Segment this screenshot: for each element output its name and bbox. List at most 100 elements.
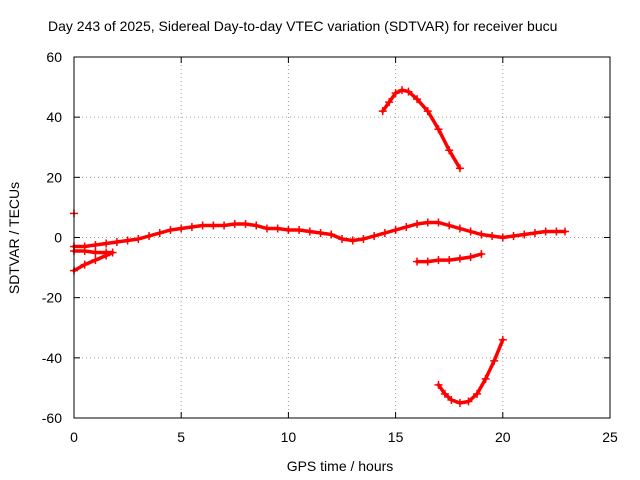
data-point <box>80 247 89 256</box>
data-point <box>91 256 100 265</box>
data-point <box>177 224 186 233</box>
data-point <box>398 86 407 95</box>
data-point <box>209 221 218 230</box>
data-point <box>520 230 529 239</box>
data-point <box>423 218 432 227</box>
data-point <box>464 397 473 406</box>
data-point <box>552 227 561 236</box>
data-point <box>305 227 314 236</box>
y-tick-label: -60 <box>42 410 62 426</box>
data-point <box>338 235 346 244</box>
data-point <box>273 224 282 233</box>
data-point <box>91 248 100 257</box>
y-tick-label: 60 <box>46 49 62 65</box>
data-point <box>187 222 196 231</box>
series-layer <box>70 86 569 407</box>
data-point <box>481 374 490 383</box>
data-point <box>262 224 271 233</box>
data-point <box>455 164 464 173</box>
data-point <box>327 230 336 239</box>
series-0 <box>70 218 569 251</box>
data-point <box>404 87 413 96</box>
data-point <box>490 356 499 365</box>
data-point <box>413 95 422 104</box>
data-point <box>498 335 507 344</box>
data-point <box>123 236 132 245</box>
data-point <box>380 228 389 237</box>
data-point <box>488 231 497 240</box>
data-point <box>466 253 475 262</box>
data-point <box>509 231 518 240</box>
data-point <box>445 256 454 265</box>
data-point <box>447 395 456 404</box>
data-point <box>155 228 164 237</box>
data-point <box>455 224 464 233</box>
tick-layer: 0 5 10 15 20 25 -60 -40 -20 0 20 40 60 <box>42 49 618 445</box>
data-point <box>466 227 475 236</box>
x-tick-label: 20 <box>495 429 511 445</box>
data-point <box>385 98 394 107</box>
data-point <box>477 230 486 239</box>
series-line <box>380 88 462 171</box>
data-point <box>134 235 143 244</box>
data-point <box>498 233 507 242</box>
data-point <box>445 221 454 230</box>
data-point <box>102 239 111 248</box>
data-point <box>455 254 464 263</box>
series-1 <box>70 247 117 275</box>
x-tick-label: 10 <box>281 429 297 445</box>
x-axis-label: GPS time / hours <box>287 458 394 474</box>
data-point <box>423 257 432 266</box>
data-point <box>295 225 304 234</box>
y-tick-label: 40 <box>46 109 62 125</box>
x-tick-label: 25 <box>602 429 618 445</box>
x-tick-label: 15 <box>388 429 404 445</box>
data-point <box>434 218 443 227</box>
data-point <box>166 225 175 234</box>
data-point <box>102 248 111 257</box>
y-tick-label: 0 <box>54 230 62 246</box>
data-point <box>198 221 207 230</box>
data-point <box>91 241 100 250</box>
data-point <box>434 125 443 134</box>
data-point <box>145 231 154 240</box>
data-point <box>252 221 261 230</box>
data-point <box>477 250 486 259</box>
data-point <box>440 389 449 398</box>
data-point <box>359 235 368 244</box>
data-point <box>378 107 387 116</box>
data-point <box>423 107 432 116</box>
data-point <box>241 219 250 228</box>
data-point <box>230 219 239 228</box>
series-3 <box>378 86 464 173</box>
data-point <box>80 260 89 269</box>
data-point <box>284 225 293 234</box>
data-point <box>473 389 482 398</box>
data-point <box>530 228 539 237</box>
series-5 <box>434 335 507 407</box>
data-point <box>413 257 422 266</box>
chart-title: Day 243 of 2025, Sidereal Day-to-day VTE… <box>48 18 557 34</box>
data-point <box>434 380 443 389</box>
y-axis-label: SDTVAR / TECUs <box>6 182 22 294</box>
x-tick-label: 0 <box>70 429 78 445</box>
series-4 <box>413 250 486 266</box>
y-tick-label: -20 <box>42 290 62 306</box>
data-point <box>391 225 400 234</box>
y-tick-label: -40 <box>42 350 62 366</box>
data-point <box>541 227 550 236</box>
data-point <box>112 238 121 247</box>
data-point <box>455 398 464 407</box>
data-point <box>560 227 569 236</box>
data-point <box>413 219 422 228</box>
data-point <box>434 256 443 265</box>
data-point <box>348 236 357 245</box>
data-point <box>402 222 411 231</box>
data-point <box>445 146 454 155</box>
data-point <box>370 231 379 240</box>
x-tick-label: 5 <box>177 429 185 445</box>
data-point <box>220 221 229 230</box>
data-point <box>391 89 400 98</box>
data-point <box>316 228 325 237</box>
